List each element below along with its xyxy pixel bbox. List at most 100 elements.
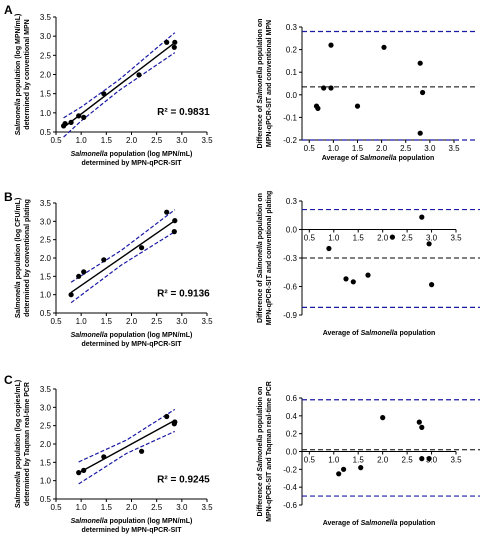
x-tick-label: 2.5	[402, 234, 414, 243]
data-point	[343, 276, 349, 282]
data-point	[76, 470, 82, 476]
x-tick-label: 3.0	[176, 136, 188, 145]
y-tick-label: 2.5	[40, 422, 52, 431]
x-axis-label: Salmonella population (log MPN/mL)	[71, 332, 193, 339]
panel-label-c: C	[4, 373, 13, 387]
data-point	[321, 85, 327, 91]
y-axis-label-part: Difference of	[257, 104, 264, 149]
data-point	[68, 119, 74, 125]
data-point	[172, 39, 178, 45]
x-tick-label: 2.0	[126, 136, 138, 145]
ci-lower-line	[63, 52, 176, 138]
y-tick-label: 2.0	[40, 254, 52, 263]
panel-label-a: A	[4, 3, 13, 17]
y-axis-label-line2: determined by conventional MPN	[24, 19, 31, 129]
x-tick-label: 1.0	[328, 234, 340, 243]
y-tick-label: 0.0	[286, 91, 298, 100]
data-point	[380, 415, 386, 421]
x-tick-label: 2.5	[402, 456, 414, 465]
data-point	[101, 257, 107, 263]
chart-c-bland-altman: 0.6 0.4 0.2 0.0 -0.2 -0.4 -0.6 0.5 1.0 1.5 2.0 2.5 3…	[257, 381, 480, 527]
y-axis-label: Salmonella population (log copies/mL)	[15, 380, 22, 508]
x-tick-label: 0.5	[50, 503, 62, 512]
x-axis-label-line2: determined by MPN-qPCR-SIT	[82, 341, 183, 348]
y-axis-label-line2: MPN-qPCR-SIT and conventional plating	[266, 191, 273, 326]
x-tick-label: 2.5	[151, 317, 163, 326]
data-point	[354, 103, 361, 109]
y-tick-label: -0.3	[283, 254, 297, 263]
y-axis-label-part: Salmonella	[257, 435, 264, 472]
y-tick-label: 0.5	[40, 495, 52, 504]
data-point	[419, 424, 425, 430]
y-axis-label-part: population (log MPN/mL)	[15, 14, 22, 99]
regression-line	[63, 42, 176, 128]
x-tick-label: 1.5	[101, 136, 113, 145]
data-point	[419, 214, 425, 220]
y-axis-label: Difference of Salmonella population on	[257, 387, 264, 517]
y-tick-label: 0.0	[286, 226, 298, 235]
panel-row-b: B 0.5 1.0 1.5 2.0 2.5 3.0 3.5 0.5 1.0 1.5 2.0 2.5 3.…	[4, 190, 480, 348]
r-squared-label: R² = 0.9245	[157, 475, 210, 486]
y-tick-label: 0.0	[286, 448, 298, 457]
data-point	[341, 466, 347, 472]
y-tick-label: 0.3	[286, 23, 298, 32]
data-point	[101, 91, 107, 97]
x-axis-label-part: population (log MPN/mL)	[108, 332, 193, 339]
y-axis-label-part: population on	[257, 19, 264, 67]
x-tick-label: 1.0	[328, 144, 340, 153]
data-point	[164, 413, 170, 420]
x-tick-label: 3.5	[450, 234, 462, 243]
x-tick-label: 2.5	[151, 503, 163, 512]
y-axis-label: Difference of Salmonella population on	[257, 19, 264, 149]
x-axis-label-part: Average of	[322, 155, 360, 162]
y-tick-label: -0.4	[283, 483, 297, 492]
y-tick-label: 3.0	[40, 217, 52, 226]
y-tick-label: 2.0	[40, 71, 52, 80]
y-axis-label-part: population (log copies/mL)	[15, 380, 22, 471]
y-axis-label-line2: MPN-qPCR-SIT and Taqman real-time PCR	[266, 381, 273, 522]
x-tick-label: 1.5	[101, 317, 113, 326]
ci-upper-line	[63, 32, 176, 119]
x-tick-label: 1.0	[76, 317, 88, 326]
y-tick-label: 0.3	[286, 197, 298, 206]
x-tick-label: 1.0	[76, 136, 88, 145]
ci-upper-line	[78, 408, 176, 463]
y-tick-label: -0.2	[283, 465, 297, 474]
y-axis-label-part: population on	[257, 193, 264, 241]
x-axis-label-part: Salmonella	[360, 155, 397, 162]
data-point	[76, 113, 82, 119]
x-axis-label: Average of Salmonella population	[322, 155, 435, 162]
x-tick-label: 1.5	[101, 503, 113, 512]
y-axis-label-line2: determined by conventional plating	[24, 199, 31, 317]
x-axis-label-part: Salmonella	[361, 520, 398, 527]
x-tick-label: 2.0	[126, 503, 138, 512]
y-axis-label-part: population (log CFU/mL)	[15, 198, 22, 282]
y-axis-label-part: Salmonella	[257, 241, 264, 278]
data-point	[101, 454, 107, 460]
data-point	[389, 234, 395, 240]
data-point	[139, 245, 145, 251]
regression-line	[70, 220, 176, 294]
y-axis-label-part: Salmonella	[15, 281, 22, 318]
ci-lower-line	[78, 430, 176, 485]
x-tick-label: 2.0	[377, 234, 389, 243]
y-axis-label-part: Salmonella	[15, 98, 22, 135]
x-axis-label-part: population	[398, 330, 436, 337]
x-tick-label: 3.5	[450, 456, 462, 465]
y-axis-label: Salmonella population (log CFU/mL)	[15, 198, 22, 319]
x-tick-label: 2.0	[377, 456, 389, 465]
y-axis-label: Salmonella population (log MPN/mL)	[15, 14, 22, 136]
data-point	[328, 42, 334, 48]
r-squared-label: R² = 0.9831	[157, 107, 210, 118]
y-tick-label: 0.2	[286, 430, 298, 439]
data-point	[164, 209, 170, 215]
y-axis-label-part: Salmonella	[15, 471, 22, 508]
chart-a-bland-altman: -0.2 -0.1 0.0 0.1 0.2 0.3 0.5 1.0 1.5 2.0 2.5 3.0 3.…	[257, 19, 478, 162]
x-tick-label: 3.5	[201, 503, 213, 512]
data-point	[417, 60, 423, 66]
x-tick-label: 2.5	[151, 136, 163, 145]
x-tick-label: 0.5	[304, 144, 316, 153]
chart-b-regression: 0.5 1.0 1.5 2.0 2.5 3.0 3.5 0.5 1.0 1.5 2.0 2.5 3.0 3…	[15, 198, 213, 348]
y-tick-label: -0.6	[283, 501, 297, 510]
y-tick-label: 3.5	[40, 199, 52, 208]
